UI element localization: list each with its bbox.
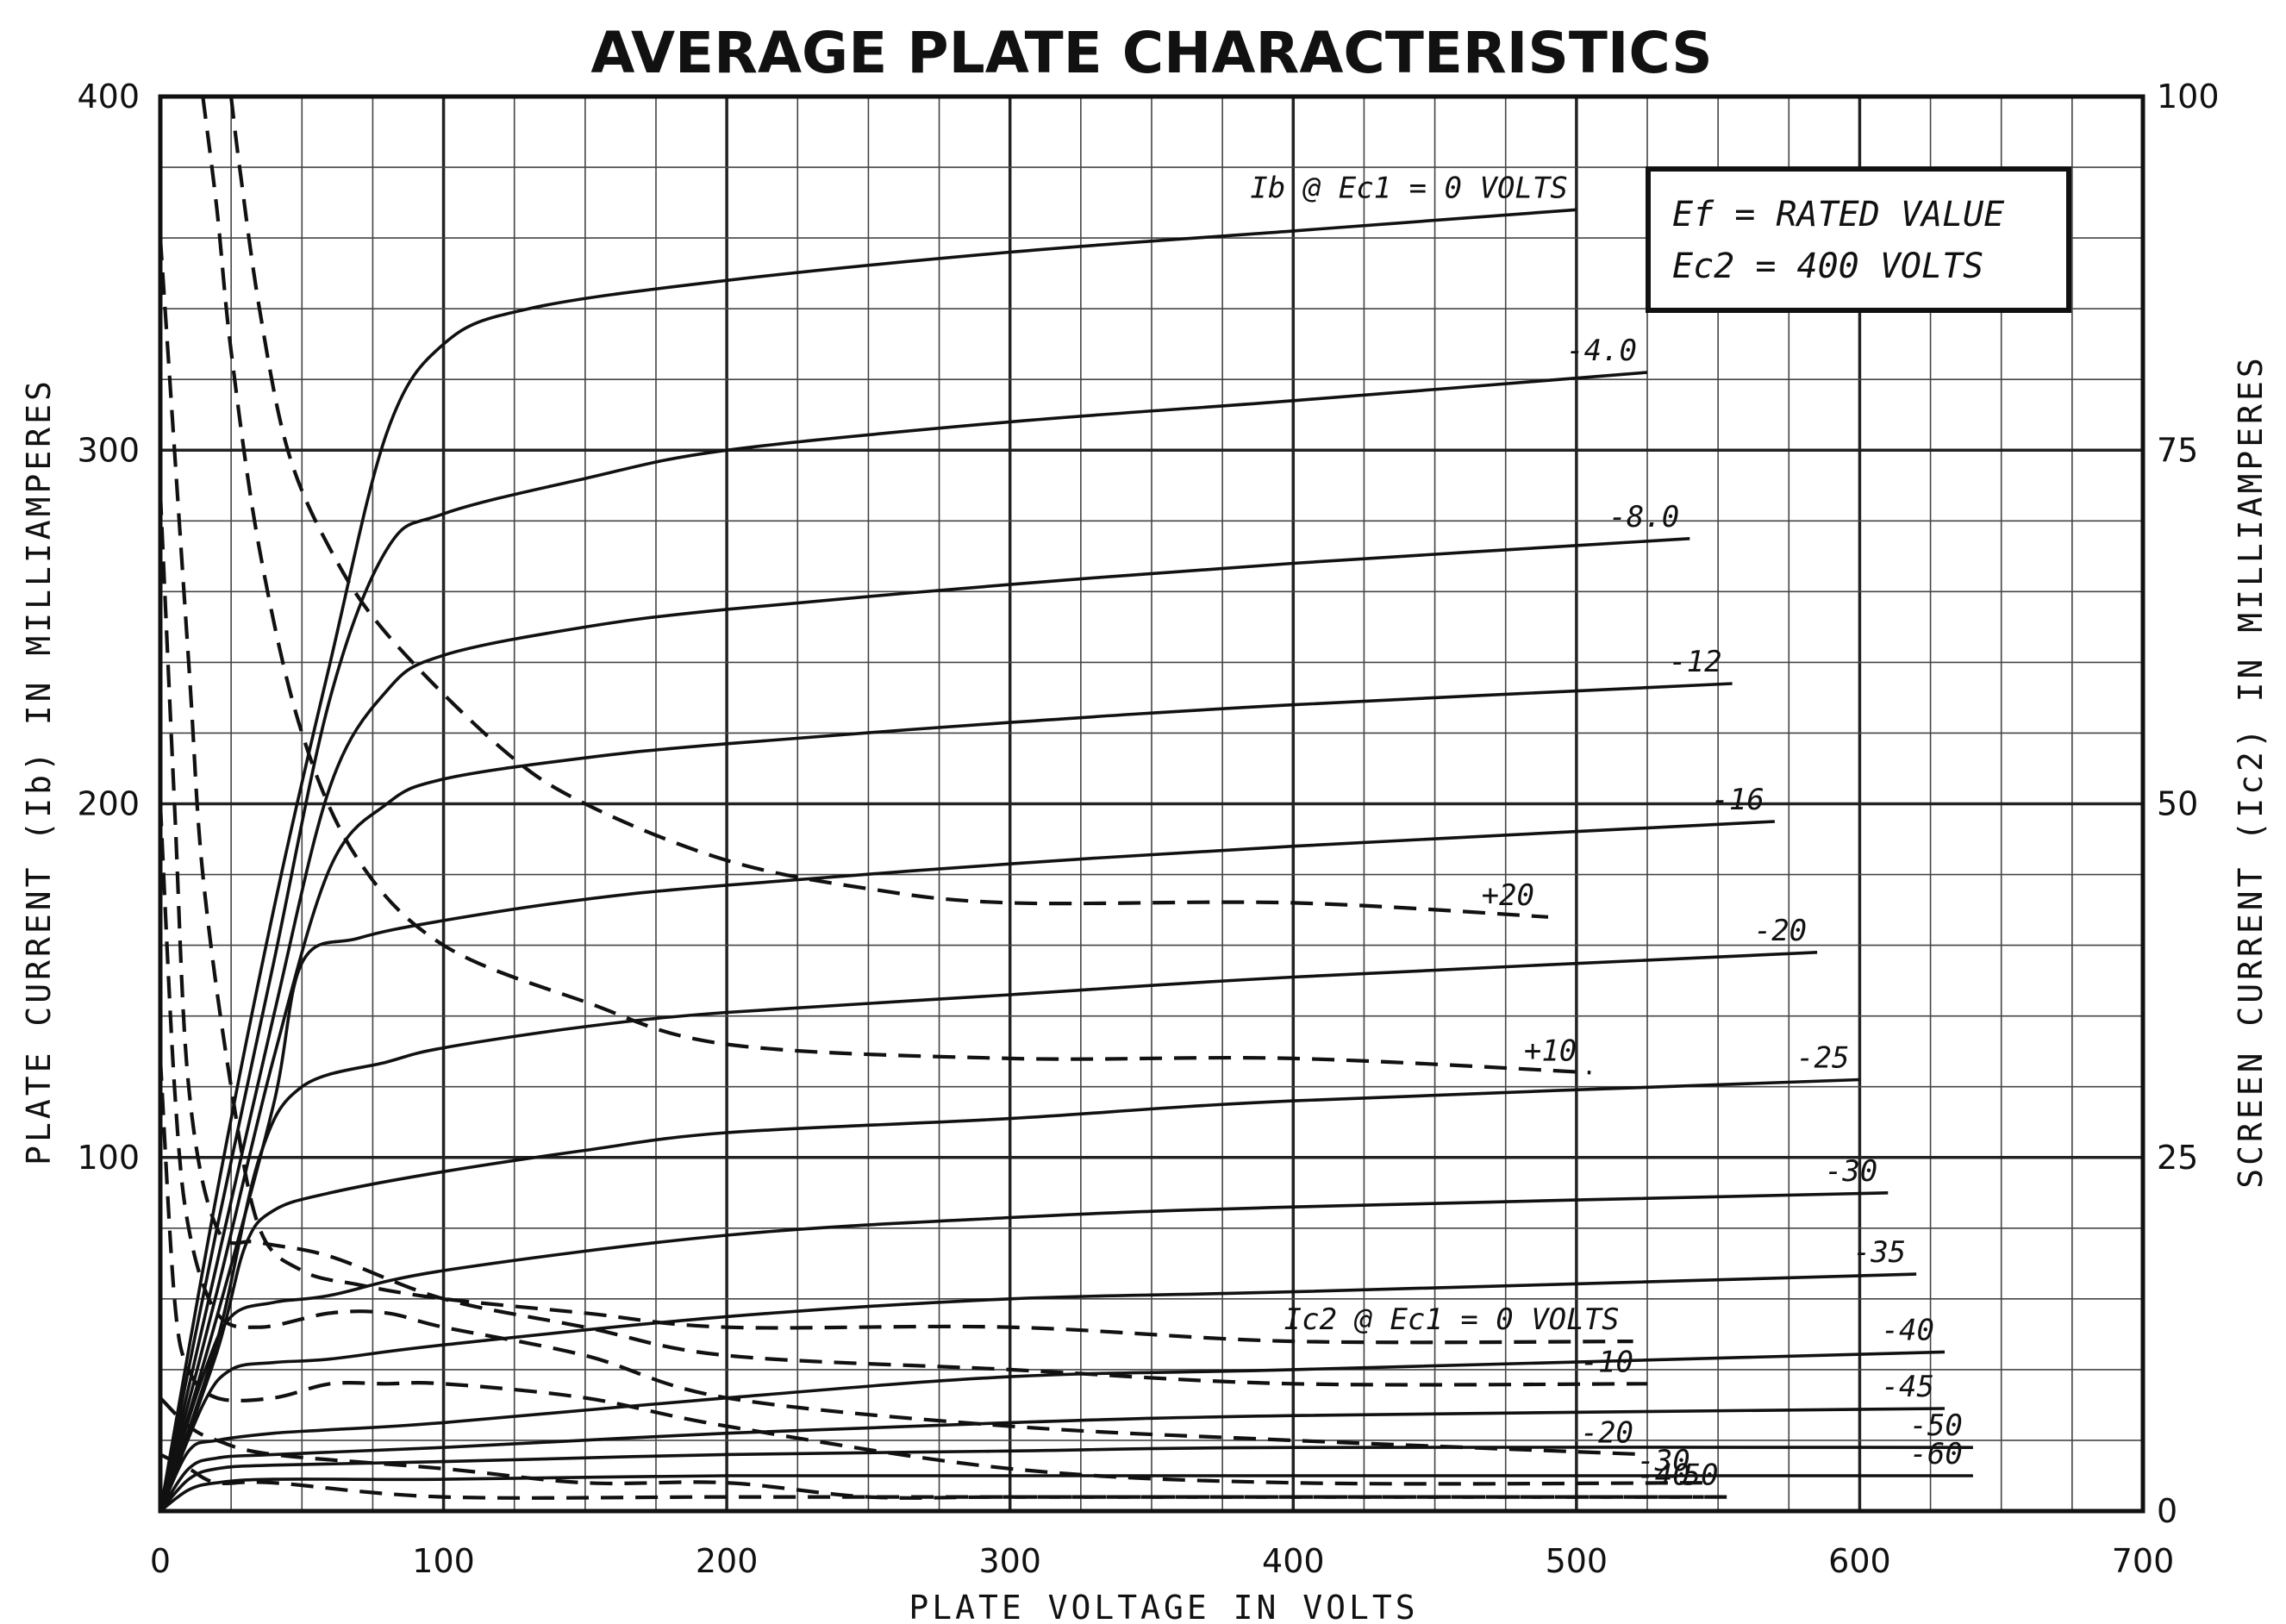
y-right-tick-label: 25 (2157, 1139, 2198, 1177)
x-tick-label: 300 (978, 1542, 1041, 1580)
y-left-tick-label: 300 (77, 431, 140, 469)
x-tick-label: 100 (412, 1542, 475, 1580)
screen-curve-label: -20 (1581, 1415, 1633, 1450)
conditions-line-1: Ef = RATED VALUE (1672, 195, 2004, 234)
chart-grid (158, 94, 2145, 1514)
plate-current-curve-9 (159, 1350, 1946, 1512)
curve-labels: Ib @ Ec1 = 0 VOLTS -4.0 -8.0 -12 -16 -20 -25 -3… (1250, 171, 1962, 1492)
x-tick-label: 0 (150, 1542, 171, 1580)
plate-curve-label: -8.0 (1608, 500, 1679, 534)
plate-curve-label: -50 (1909, 1409, 1962, 1443)
y-right-tick-label: 75 (2157, 431, 2198, 469)
y-right-tick-label: 0 (2157, 1492, 2177, 1530)
x-tick-label: 500 (1546, 1542, 1608, 1580)
plate-current-curve-5 (159, 951, 1818, 1512)
plate-curve-label: -20 (1754, 914, 1807, 948)
plate-current-curve-10 (159, 1407, 1946, 1513)
screen-current-curve-3 (158, 492, 1648, 1387)
plate-curve-label: -45 (1882, 1370, 1934, 1404)
y-left-tick-label: 400 (77, 78, 140, 116)
screen-current-curve-6 (159, 1396, 1704, 1500)
plate-current-curve-7 (159, 1191, 1889, 1512)
chart-title: AVERAGE PLATE CHARACTERISTICS (590, 20, 1712, 86)
plate-current-curve-8 (159, 1272, 1917, 1512)
y-right-tick-label: 100 (2157, 78, 2220, 116)
screen-current-curves (158, 96, 1733, 1500)
screen-current-curve-2 (158, 237, 1633, 1345)
screen-curve-label: -10 (1581, 1345, 1633, 1379)
plate-curve-label: -25 (1796, 1040, 1849, 1075)
x-axis-label: PLATE VOLTAGE IN VOLTS (909, 1589, 1418, 1624)
screen-current-curve-0 (229, 96, 1549, 919)
axis-tick-labels: 0 100 200 300 400 500 600 700400300200100100755… (77, 78, 2219, 1580)
plate-current-curve-6 (159, 1077, 1860, 1512)
screen-current-curve-4 (158, 803, 1648, 1457)
screen-current-curve-1 (201, 96, 1591, 1075)
y-right-tick-label: 50 (2157, 785, 2198, 823)
plate-curve-label: -40 (1882, 1313, 1934, 1347)
screen-curve-label: Ic2 @ Ec1 = 0 VOLTS (1284, 1302, 1620, 1337)
plate-curve-label: Ib @ Ec1 = 0 VOLTS (1250, 171, 1567, 205)
screen-curve-label: -40 (1637, 1458, 1690, 1493)
plate-current-curve-1 (159, 371, 1648, 1512)
y-left-tick-label: 200 (77, 785, 140, 823)
conditions-box: Ef = RATED VALUE Ec2 = 400 VOLTS (1646, 166, 2071, 313)
screen-current-curve-7 (159, 1452, 1733, 1500)
plate-current-curve-12 (159, 1473, 1973, 1513)
screen-curve-label: -30 (1637, 1444, 1690, 1478)
screen-curve-label: +10 (1524, 1034, 1577, 1068)
plate-current-curve-3 (159, 682, 1733, 1512)
plate-current-curve-0 (159, 208, 1577, 1512)
screen-current-curve-5 (158, 1058, 1704, 1486)
x-tick-label: 700 (2112, 1542, 2175, 1580)
plate-curve-label: -30 (1825, 1154, 1877, 1189)
plate-curve-label: -12 (1669, 645, 1721, 679)
screen-curve-label: -50 (1665, 1458, 1718, 1493)
plate-current-curves (159, 208, 1973, 1513)
plate-current-curve-2 (159, 537, 1690, 1512)
x-tick-label: 600 (1828, 1542, 1891, 1580)
x-tick-label: 400 (1262, 1542, 1325, 1580)
plate-curve-label: -60 (1909, 1437, 1962, 1471)
y-axis-right-label: SCREEN CURRENT (Ic2) IN MILLIAMPERES (2232, 354, 2270, 1189)
plate-curve-label: -4.0 (1566, 334, 1637, 368)
y-left-tick-label: 100 (77, 1139, 140, 1177)
x-tick-label: 200 (696, 1542, 759, 1580)
y-axis-left-label: PLATE CURRENT (Ib) IN MILLIAMPERES (20, 378, 58, 1165)
plate-curve-label: -35 (1853, 1235, 1906, 1270)
plate-curve-label: -16 (1711, 783, 1764, 817)
conditions-line-2: Ec2 = 400 VOLTS (1672, 247, 1983, 286)
screen-curve-label: +20 (1482, 878, 1534, 913)
